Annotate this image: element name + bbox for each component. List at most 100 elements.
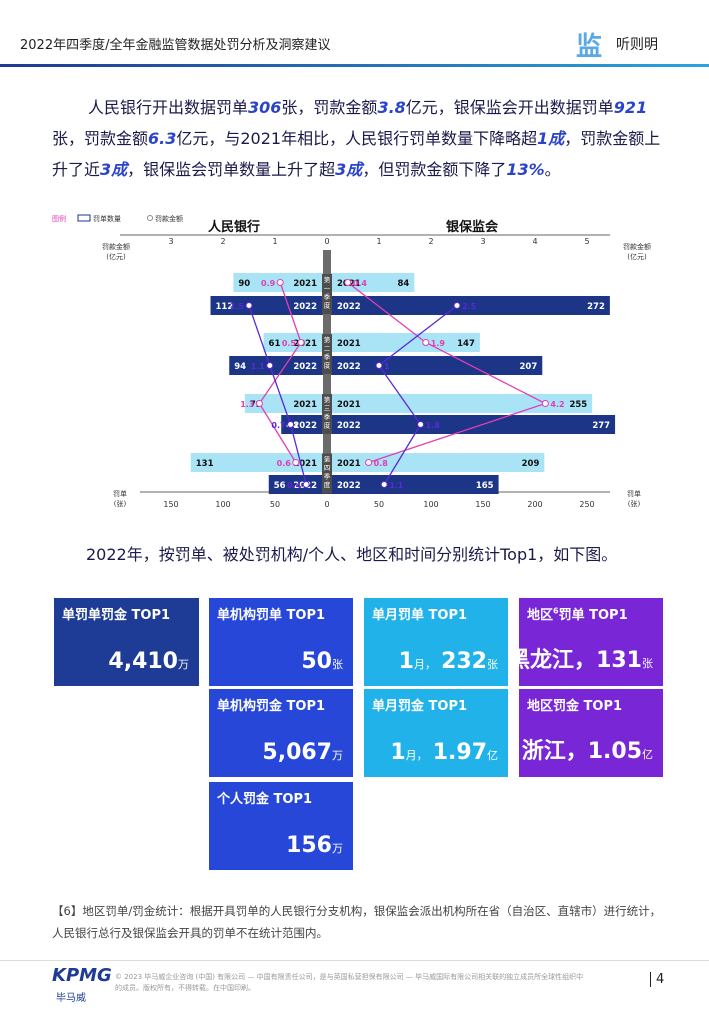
- bottom-tick-label: 150: [163, 500, 178, 509]
- card-title-text: 地区: [527, 608, 554, 623]
- bar-pboc-2022: [281, 415, 327, 434]
- amount-point: [292, 459, 300, 466]
- amount-point-label: 0.8: [374, 459, 389, 468]
- quarter-label-char: 第: [324, 455, 331, 464]
- intro-text: 罚款金额: [84, 129, 149, 148]
- card-unit: 万: [332, 749, 343, 762]
- card-value-secondary: 1.05: [587, 739, 642, 764]
- amount-point-label: 1: [384, 362, 390, 371]
- card-unit: 月，: [413, 658, 436, 671]
- quarter-label-char: 度: [324, 480, 331, 489]
- intro-value: 3成: [100, 160, 128, 179]
- quarter-label-char: 一: [324, 285, 331, 293]
- bar-year-label-right: 2021: [337, 459, 361, 469]
- amount-point-label: 1.1: [251, 362, 266, 371]
- intro-text: 张，罚款金额: [281, 98, 378, 117]
- bar-year-label-left: 2021: [293, 279, 317, 289]
- card-unit-secondary: 亿: [642, 748, 653, 761]
- amount-point: [344, 279, 352, 286]
- amount-point: [287, 421, 295, 428]
- bar-year-label-left: 2021: [293, 339, 317, 349]
- card-unit: 万: [178, 658, 189, 671]
- intro-paragraph: 人民银行开出数据罚单306张，罚款金额3.8亿元，银保监会开出数据罚单921张，…: [52, 92, 672, 185]
- card-monthly-tickets-top1: 单月罚单 TOP1 1月， 232张: [364, 598, 508, 686]
- header-divider: [0, 64, 709, 67]
- top-tick-label: 0: [324, 237, 329, 246]
- bar-cbirc-count-label: 255: [569, 400, 587, 410]
- amount-point-label: 1.1: [389, 481, 404, 490]
- card-unit-secondary: 张: [642, 657, 653, 670]
- page-number: 4: [650, 972, 664, 987]
- intro-text: 亿元，与2021年相比，人民银行罚单数量下降略超: [176, 129, 538, 148]
- intro-value: 3成: [335, 160, 363, 179]
- bar-pboc-2022: [210, 296, 327, 315]
- card-unit: 万: [332, 842, 343, 855]
- amount-point-label: 1.3: [240, 400, 254, 409]
- card-title: 个人罚金 TOP1: [217, 792, 313, 807]
- card-value: 4,410: [108, 649, 178, 674]
- bottom-tick-label: 250: [579, 500, 594, 509]
- card-value: 156: [286, 833, 332, 858]
- amount-point: [297, 339, 305, 346]
- legend-amount-marker: [147, 215, 153, 221]
- legend-amount-label: 罚款金额: [155, 214, 183, 223]
- bar-cbirc-count-label: 207: [520, 362, 538, 372]
- amount-point: [453, 302, 461, 309]
- brand-logo-icon: 监: [576, 32, 603, 62]
- intro-text: ，但罚款金额下降了: [362, 160, 507, 179]
- amount-point-label: 0.4: [287, 481, 302, 490]
- card-value-secondary: 232: [441, 649, 487, 674]
- footnote-marker: 6: [553, 606, 559, 616]
- card-value: 50: [301, 649, 332, 674]
- quarter-label-char: 季: [324, 292, 331, 301]
- amount-point-label: 4.2: [550, 400, 564, 409]
- card-region-tickets-top1: 地区6罚单 TOP1 黑龙江，131张: [508, 598, 663, 686]
- card-title: 单月罚单 TOP1: [372, 608, 468, 623]
- bar-year-label-right: 2021: [337, 400, 361, 410]
- legend-count-swatch: [77, 214, 91, 222]
- amount-point: [365, 459, 373, 466]
- card-value-secondary: 131: [596, 648, 642, 673]
- amount-point-label: 0.6: [277, 459, 292, 468]
- count-axis-label-left: 罚单: [113, 489, 127, 498]
- bar-cbirc-count-label: 272: [587, 302, 605, 312]
- amount-point: [255, 400, 263, 407]
- bottom-tick-label: 150: [475, 500, 490, 509]
- amount-point-label: 1.8: [426, 421, 441, 430]
- bar-cbirc-2022: [327, 356, 543, 375]
- bar-cbirc-2022: [327, 296, 610, 315]
- bar-pboc-count-label: 112: [216, 302, 234, 312]
- count-axis-label-right: (张): [628, 499, 641, 508]
- quarter-label-box: [322, 394, 332, 434]
- amount-point-label: 0.4: [353, 279, 368, 288]
- card-monthly-fine-top1: 单月罚金 TOP1 1月， 1.97亿: [364, 689, 508, 777]
- kpmg-logo: KPMG: [52, 965, 112, 986]
- card-unit-secondary: 亿: [487, 749, 498, 762]
- bottom-tick-label: 0: [324, 500, 329, 509]
- bar-pboc-count-label: 94: [234, 362, 246, 372]
- card-title: 地区罚金 TOP1: [527, 699, 623, 714]
- amount-point: [266, 362, 274, 369]
- intro-text: 。: [544, 160, 561, 179]
- bar-year-label-right: 2022: [337, 362, 361, 372]
- amount-point-label: 0.7: [271, 421, 285, 430]
- bar-year-label-left: 2022: [293, 362, 317, 372]
- card-value: 浙江: [521, 739, 566, 764]
- card-title: 单机构罚金 TOP1: [217, 699, 326, 714]
- card-title: 单机构罚单 TOP1: [217, 608, 326, 623]
- top-tick-label: 4: [532, 237, 537, 246]
- card-title: 单月罚金 TOP1: [372, 699, 468, 714]
- bar-pboc-count-label: 61: [269, 339, 281, 349]
- amount-point: [541, 400, 549, 407]
- bar-year-label-right: 2021: [337, 339, 361, 349]
- amount-point-label: 1.5: [230, 302, 245, 311]
- bar-cbirc-count-label: 277: [592, 421, 610, 431]
- top-tick-label: 3: [480, 237, 485, 246]
- top-tick-label: 2: [428, 237, 433, 246]
- card-individual-fine-top1: 个人罚金 TOP1 156万: [209, 782, 353, 870]
- legend-count-label: 罚单数量: [93, 214, 121, 223]
- card-unit: 张: [332, 658, 343, 671]
- card-value: 1: [390, 740, 406, 765]
- quarter-label-box: [322, 453, 332, 494]
